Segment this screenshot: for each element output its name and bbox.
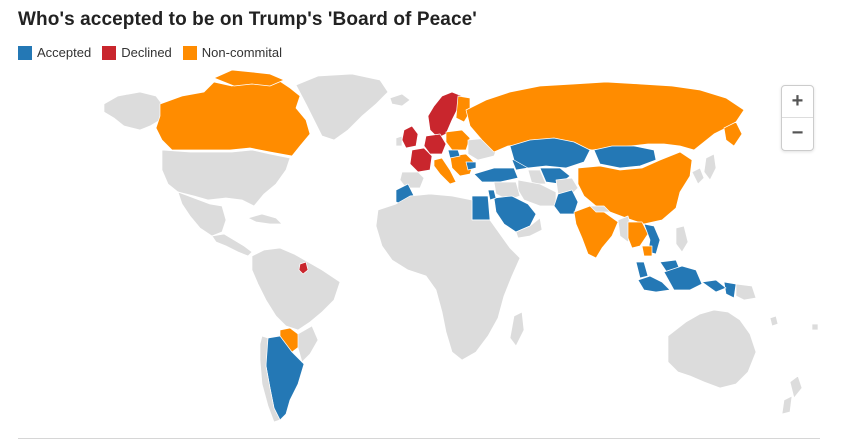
world-map[interactable] [0,60,845,435]
france[interactable] [409,147,433,173]
vietnam[interactable] [643,223,661,255]
legend-label-noncommital: Non-commital [201,45,282,60]
kamchatka[interactable] [723,121,743,147]
alaska[interactable] [103,91,163,131]
united-kingdom[interactable] [401,125,419,149]
balkans[interactable] [449,153,475,177]
ireland[interactable] [395,135,403,147]
uruguay-south-brazil[interactable] [297,325,319,363]
hungary[interactable] [447,149,461,159]
china[interactable] [577,151,693,225]
legend-swatch-accepted [18,45,32,60]
iberia[interactable] [399,171,425,189]
mongolia[interactable] [593,145,657,169]
iceland[interactable] [389,93,411,107]
new-zealand[interactable] [781,375,803,415]
bulgaria[interactable] [465,161,477,171]
thailand-laos[interactable] [627,221,649,249]
finland[interactable] [455,95,471,123]
philippines[interactable] [675,225,689,253]
zoom-in-button[interactable]: + [782,86,813,118]
nepal-region[interactable] [589,205,611,213]
turkmenistan[interactable] [527,169,547,185]
pacific-islands[interactable] [769,315,819,331]
map-title: Who's accepted to be on Trump's 'Board o… [18,9,477,30]
india[interactable] [573,205,619,259]
legend: Accepted Declined Non-commital [18,45,293,60]
korea-japan[interactable] [691,153,717,185]
mexico[interactable] [177,191,227,237]
papua-new-guinea[interactable] [735,283,757,301]
zoom-control: + − [781,85,814,151]
legend-item-accepted: Accepted [18,45,91,60]
caribbean[interactable] [247,213,283,225]
french-guiana[interactable] [298,261,309,275]
cambodia[interactable] [641,245,653,257]
indonesia[interactable] [637,265,737,299]
bottom-divider [18,438,820,439]
madagascar[interactable] [509,311,525,347]
legend-swatch-noncommital [182,45,197,60]
legend-swatch-declined [102,45,117,60]
africa[interactable] [375,193,521,361]
egypt[interactable] [471,195,491,221]
zoom-out-button[interactable]: − [791,122,804,144]
poland-baltics[interactable] [445,129,471,151]
australia[interactable] [667,309,757,389]
germany-benelux[interactable] [423,133,447,155]
kazakhstan[interactable] [509,137,591,169]
russia[interactable] [465,81,745,153]
canada[interactable] [155,79,311,157]
yemen-oman[interactable] [515,217,543,239]
jordan[interactable] [487,189,497,201]
turkey[interactable] [473,167,519,183]
greenland[interactable] [295,73,389,141]
legend-item-declined: Declined [102,45,172,60]
legend-label-accepted: Accepted [37,45,92,60]
central-america[interactable] [211,233,253,257]
arctic-islands[interactable] [213,69,285,87]
chile[interactable] [259,335,281,423]
italy[interactable] [433,157,457,185]
legend-item-noncommital: Non-commital [182,45,282,60]
south-america-north[interactable] [251,247,341,331]
legend-label-declined: Declined [121,45,172,60]
